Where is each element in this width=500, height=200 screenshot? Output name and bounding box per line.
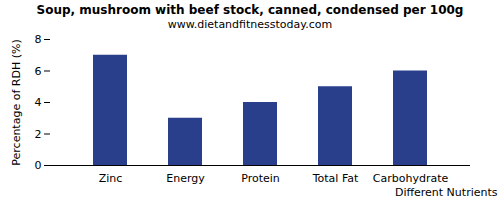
svg-text:Percentage of RDH (%): Percentage of RDH (%) (10, 39, 23, 165)
html-text:Soup, mushroom with beef stock: Soup, mushroom with beef stock, canned, … (36, 3, 464, 17)
svg-text:6: 6 (35, 65, 42, 78)
svg-text:0: 0 (35, 159, 42, 172)
svg-text:2: 2 (35, 128, 42, 141)
svg-text:Zinc: Zinc (99, 172, 123, 185)
svg-text:Carbohydrate: Carbohydrate (373, 172, 449, 185)
svg-text:Protein: Protein (241, 172, 280, 185)
svg-text:Different Nutrients: Different Nutrients (395, 186, 498, 199)
svg-text:8: 8 (35, 33, 42, 46)
svg-text:Total Fat: Total Fat (312, 172, 359, 185)
svg-text:Energy: Energy (166, 172, 205, 185)
svg-text:4: 4 (35, 96, 42, 109)
html-text:www.dietandfitnesstoday.com: www.dietandfitnesstoday.com (167, 18, 333, 31)
